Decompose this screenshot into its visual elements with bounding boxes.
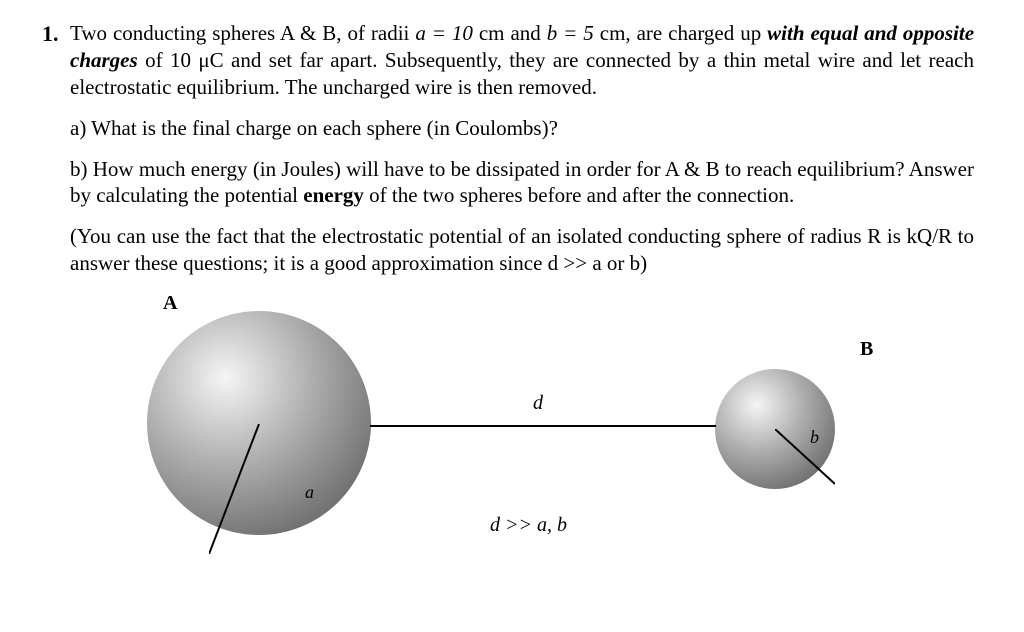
distance-line	[370, 425, 716, 427]
label-d-much-greater: d >> a, b	[490, 513, 567, 539]
eq-a: a = 10	[415, 21, 473, 45]
label-radius-b: b	[810, 426, 819, 449]
eq-b: b = 5	[547, 21, 594, 45]
part-a: a) What is the final charge on each sphe…	[70, 115, 974, 142]
problem-statement: Two conducting spheres A & B, of radii a…	[70, 20, 974, 101]
p1-post: of 10 μC and set far apart. Subsequently…	[70, 48, 974, 99]
radius-a-line	[209, 424, 339, 554]
label-d: d	[533, 391, 543, 417]
question-body: Two conducting spheres A & B, of radii a…	[70, 20, 974, 591]
p1-cm2: cm, are charged up	[594, 21, 767, 45]
radius-b-line	[775, 429, 835, 489]
hint: (You can use the fact that the electrost…	[70, 223, 974, 277]
part-b-bold: energy	[303, 183, 364, 207]
label-B: B	[860, 337, 873, 363]
label-radius-a: a	[305, 481, 314, 504]
figure: A B	[70, 291, 974, 591]
p1-cm1: cm and	[473, 21, 547, 45]
part-b: b) How much energy (in Joules) will have…	[70, 156, 974, 210]
part-b-post: of the two spheres before and after the …	[364, 183, 794, 207]
p1-pre: Two conducting spheres A & B, of radii	[70, 21, 415, 45]
question-number: 1.	[42, 20, 70, 591]
